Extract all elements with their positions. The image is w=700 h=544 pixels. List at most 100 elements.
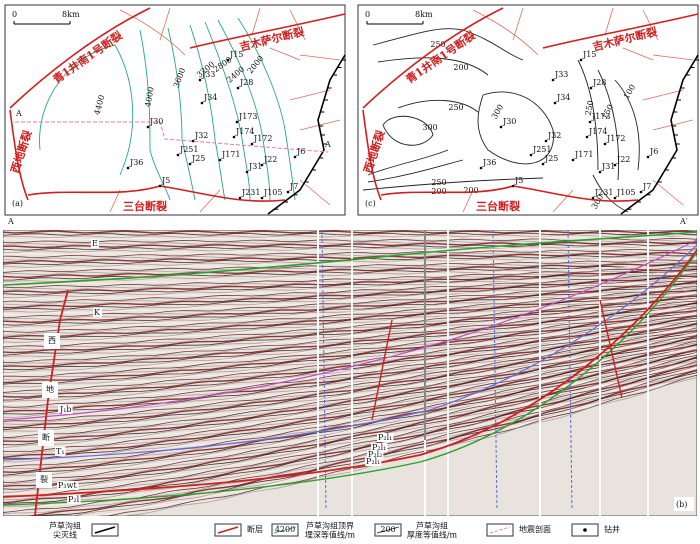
label-box (44, 333, 60, 349)
label-box (36, 472, 52, 488)
well (235, 120, 239, 124)
minor-fault (289, 89, 331, 101)
fault-name: 三台断裂 (476, 199, 520, 213)
horizon-label: E (92, 239, 98, 248)
well-label: J172 (253, 134, 272, 143)
minor-fault (269, 47, 301, 61)
well-label: J31 (248, 162, 262, 171)
seismic-trace (3, 246, 697, 256)
seismic-trace (3, 298, 697, 361)
seismic-trace (3, 234, 697, 238)
well-label: J251 (179, 145, 198, 154)
legend-contour (376, 526, 400, 534)
seismic-trace (3, 252, 697, 264)
contour-label: 200 (453, 63, 468, 72)
well-label: J25 (191, 154, 205, 163)
well-label: J28 (592, 78, 606, 87)
scale-end: 8km (62, 10, 80, 19)
seismic-trace (3, 340, 697, 452)
well (286, 190, 290, 194)
map-frame (357, 4, 699, 216)
well-label: J6 (649, 147, 658, 156)
label-box (58, 405, 73, 414)
contour-line (139, 29, 171, 201)
seismic-trace (3, 360, 697, 497)
seismic-trace (3, 264, 697, 281)
contour-line (367, 149, 449, 176)
seismic-trace (3, 297, 697, 356)
contour-line (217, 19, 271, 201)
well-label: J5 (514, 176, 523, 185)
contour-line (39, 44, 134, 176)
seismic-trace (3, 326, 697, 421)
horizon (3, 249, 697, 498)
well-label: J5 (161, 176, 170, 185)
seismic-trace (3, 235, 697, 242)
well (260, 196, 264, 200)
seismic-trace (3, 230, 697, 234)
seismic-trace (3, 301, 697, 368)
seismic-trace (3, 335, 697, 443)
seismic-trace (3, 264, 697, 286)
label-box (38, 430, 54, 446)
fault-name: 三台断裂 (123, 199, 167, 213)
minor-fault (119, 9, 186, 56)
section-end: A (15, 109, 22, 118)
fault (542, 13, 699, 49)
well (551, 78, 555, 82)
contour-label: 250 (584, 100, 596, 117)
panel-label: (b) (676, 500, 687, 509)
well-label: J32 (547, 131, 561, 140)
fault (9, 109, 29, 201)
seismic-trace (3, 277, 697, 313)
well (158, 184, 162, 188)
fault (362, 7, 504, 109)
contour-label: 250 (448, 103, 463, 112)
seismic-trace (3, 332, 697, 436)
horizon (3, 239, 697, 421)
seismic-trace (3, 365, 697, 505)
well-label: J173 (238, 112, 257, 121)
well-label: J174 (588, 127, 607, 136)
section-end: A (7, 217, 14, 226)
seismic-trace (37, 372, 697, 516)
seismic-trace (3, 365, 697, 507)
seismic-trace (3, 272, 697, 303)
seismic-trace (3, 322, 697, 411)
well-label: J25 (544, 154, 558, 163)
label-box (674, 497, 694, 511)
seismic-trace (3, 293, 697, 350)
seismic-trace (3, 262, 697, 279)
minor-fault (652, 54, 694, 61)
seismic-trace (3, 272, 697, 301)
horizon-label: P₃wt (58, 481, 77, 490)
well-label: J22 (263, 155, 277, 164)
well-label: J33 (554, 70, 568, 79)
horizon (3, 251, 697, 506)
well-label: J30 (502, 117, 516, 126)
seismic-trace (3, 286, 697, 333)
seismic-trace (3, 278, 697, 316)
legend-label: 芦草沟组 (416, 521, 448, 531)
seismic-trace (3, 352, 697, 478)
seismic-trace (3, 331, 697, 432)
seismic-trace (3, 292, 697, 346)
seismic-trace (3, 303, 697, 371)
seismic-trace (3, 232, 697, 236)
contour-label: 300 (422, 123, 437, 132)
well (198, 78, 202, 82)
seismic-trace (105, 374, 697, 516)
contour-line (382, 115, 434, 146)
well (511, 184, 515, 188)
well-label: J172 (606, 134, 625, 143)
well (226, 58, 230, 62)
seismic-trace (3, 306, 697, 376)
minor-fault (512, 7, 524, 41)
well-label: J251 (532, 145, 551, 154)
contour-line (477, 91, 554, 165)
horizon-label: P₂l₁ (372, 443, 386, 452)
well-label: J32 (194, 131, 208, 140)
well (613, 163, 617, 167)
